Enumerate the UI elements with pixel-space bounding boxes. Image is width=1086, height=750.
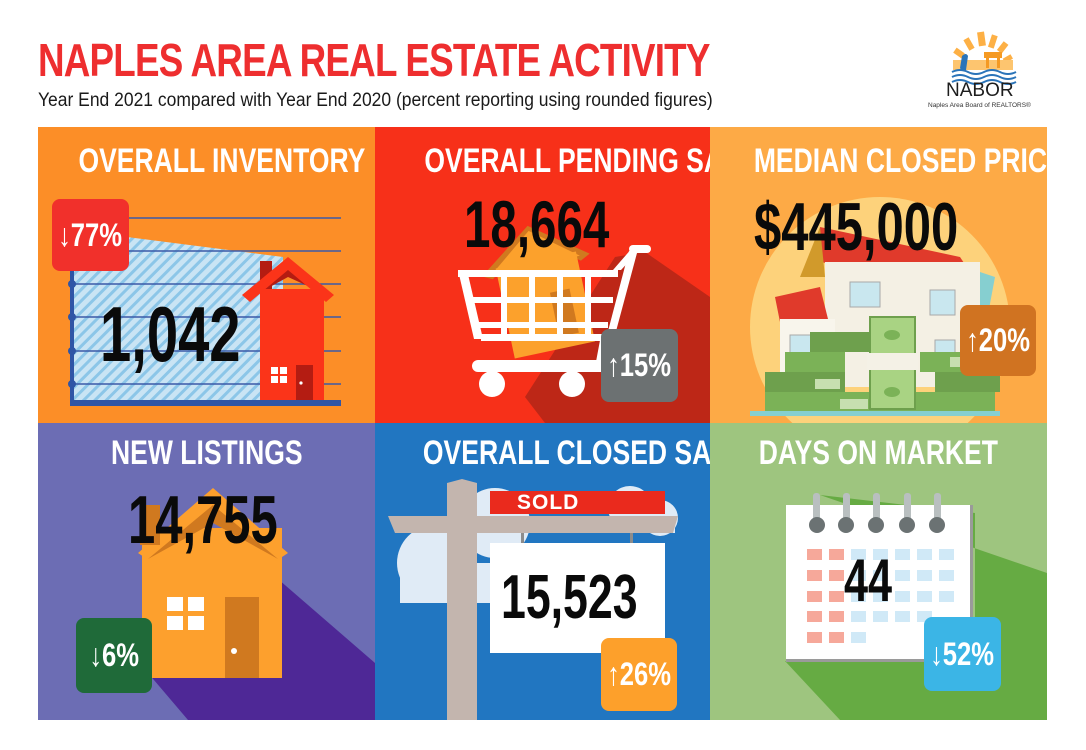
logo-org-name: Naples Area Board of REALTORS®: [928, 102, 1031, 109]
panel-overall-pending-sales: OVERALL PENDING SALES 18,66: [375, 127, 710, 423]
panel-title: OVERALL CLOSED SALES: [422, 434, 710, 472]
change-percent: ↓6%: [89, 637, 139, 673]
panel-new-listings: NEW LISTINGS 14,755 ↓6%: [38, 423, 375, 720]
metric-value: 14,755: [128, 482, 278, 558]
metric-value: 1,042: [100, 290, 241, 378]
metric-value: 44: [844, 547, 893, 614]
change-percent: ↑15%: [607, 347, 672, 383]
sunrise-heron-icon: [951, 31, 1017, 85]
panel-days-on-market: DAYS ON MARKET 44 ↓52%: [710, 423, 1047, 720]
change-badge: ↓6%: [76, 618, 152, 693]
page-title: NAPLES AREA REAL ESTATE ACTIVITY: [38, 34, 710, 86]
logo-wordmark: NABOR: [946, 80, 1014, 101]
panel-median-closed-price: MEDIAN CLOSED PRICE: [710, 127, 1047, 423]
nabor-logo: NABOR Naples Area Board of REALTORS®: [928, 30, 1038, 122]
change-badge: ↑26%: [601, 638, 677, 711]
change-badge: ↑20%: [960, 305, 1036, 376]
change-badge: ↓52%: [924, 617, 1001, 691]
house-money-illustration: [750, 197, 1010, 423]
panel-title: OVERALL INVENTORY: [78, 142, 366, 180]
page-subtitle: Year End 2021 compared with Year End 202…: [38, 90, 713, 111]
change-percent: ↑20%: [965, 322, 1031, 358]
change-badge: ↑15%: [601, 329, 678, 402]
change-percent: ↓77%: [58, 216, 123, 253]
panel-overall-inventory: OVERALL INVENTORY 1,042 ↓77%: [38, 127, 375, 423]
change-percent: ↑26%: [606, 656, 672, 692]
panel-title: OVERALL PENDING SALES: [424, 142, 710, 180]
panel-title: NEW LISTINGS: [110, 434, 303, 472]
metric-value: 15,523: [501, 563, 638, 632]
panel-title: DAYS ON MARKET: [758, 434, 999, 472]
declining-chart-house-illustration: [68, 217, 341, 406]
change-badge: ↓77%: [52, 199, 129, 271]
panel-overall-closed-sales: OVERALL CLOSED SALES SOLD 15,523 ↑26%: [375, 423, 710, 720]
metric-value: $445,000: [754, 189, 959, 265]
sold-sign-illustration: [388, 479, 678, 720]
change-percent: ↓52%: [930, 635, 995, 672]
panel-title: MEDIAN CLOSED PRICE: [753, 142, 1047, 180]
metric-value: 18,664: [464, 187, 610, 261]
house-illustration: [138, 488, 375, 720]
sold-label: SOLD: [517, 491, 580, 514]
